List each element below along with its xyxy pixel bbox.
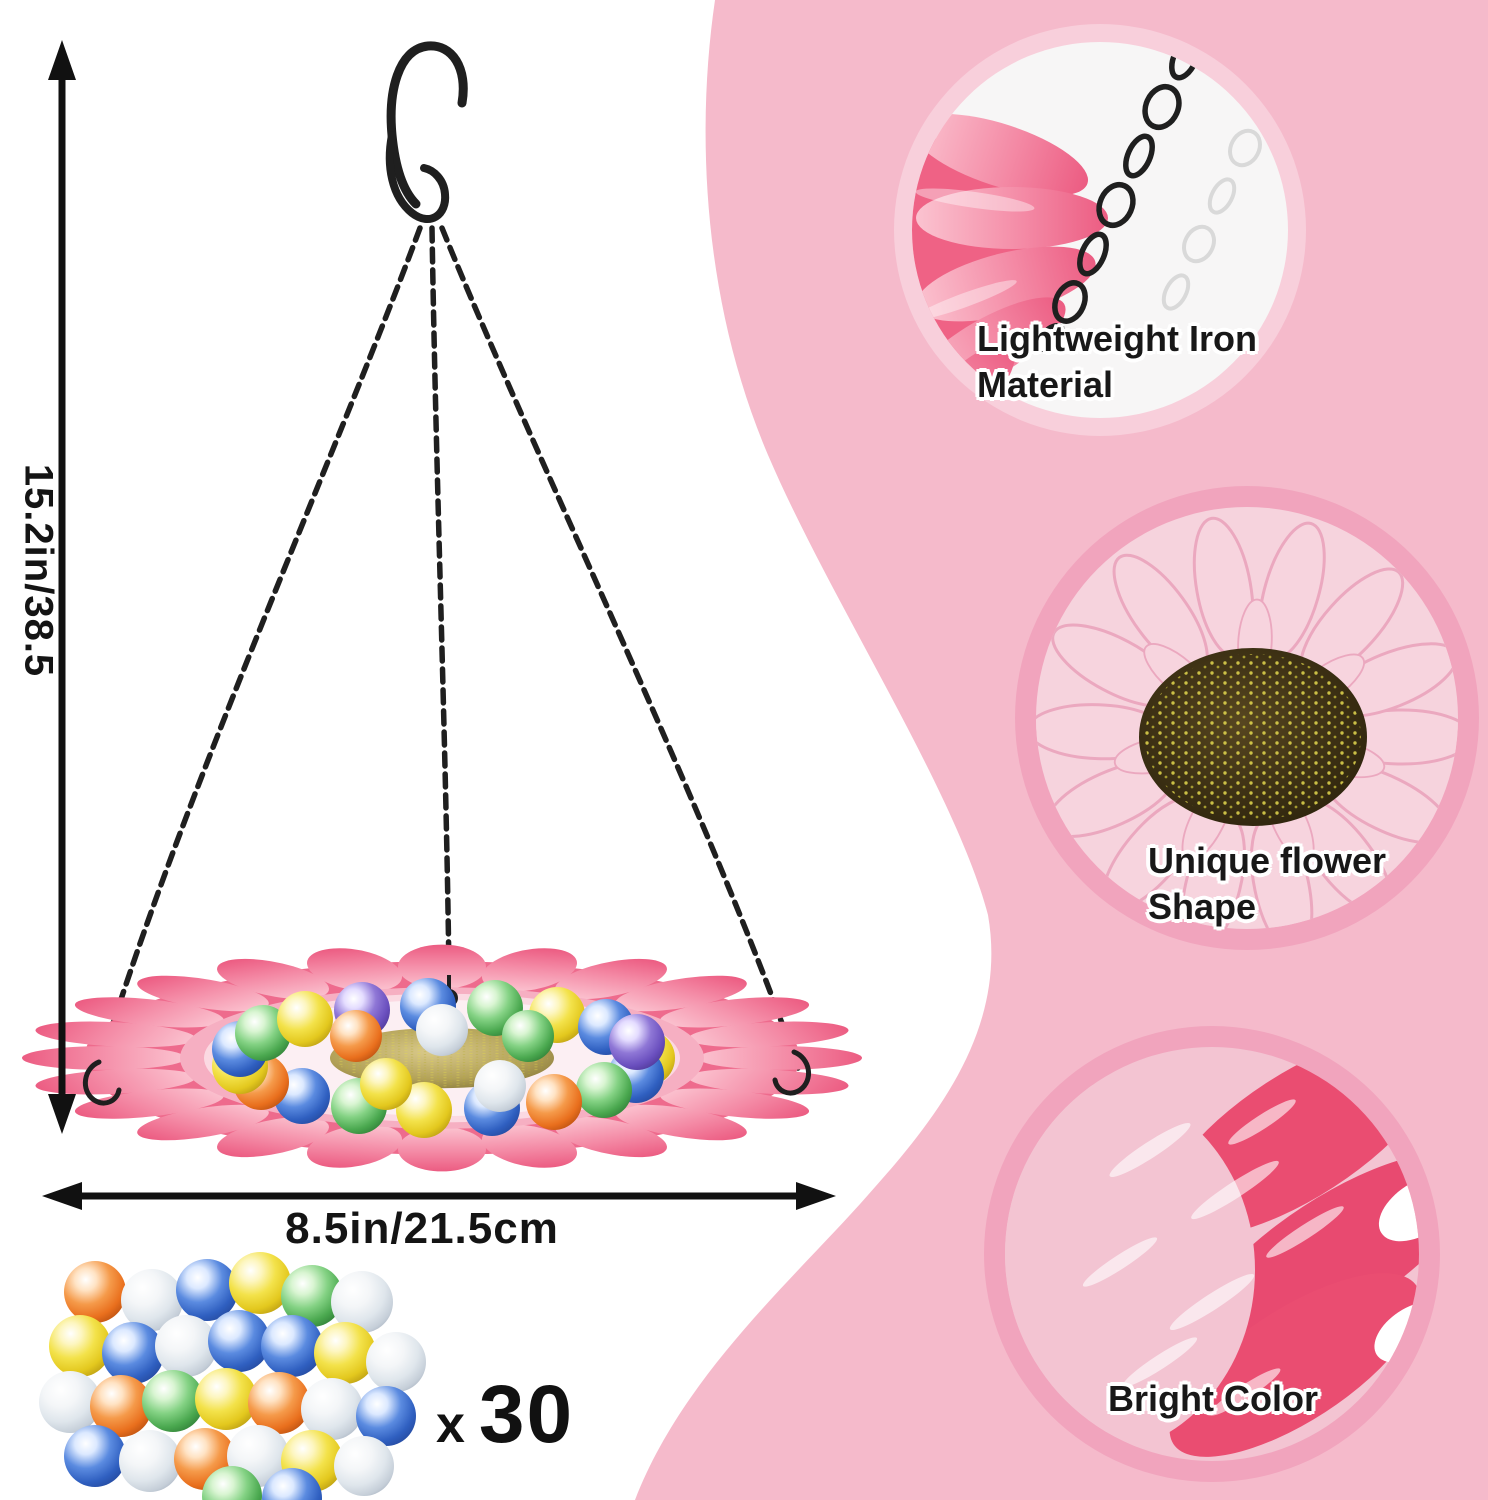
callout-photo-flower-center — [1036, 512, 1458, 929]
dimension-height-arrow — [48, 40, 76, 1134]
marble-count-value: 30 — [478, 1369, 575, 1460]
tray-attachment-hooks — [82, 1049, 811, 1106]
callout-label-line: Bright Color — [1108, 1378, 1318, 1419]
marble-ring — [212, 978, 675, 1138]
height-dimension-label: 15.2in/38.5 — [16, 463, 61, 678]
callout-circle-unique-flower — [1015, 486, 1479, 950]
marble-pile — [39, 1252, 426, 1500]
callout-label-line: Material — [977, 364, 1114, 406]
callout-label-unique-flower: Unique flower Shape — [1148, 838, 1386, 930]
chain-links-icon — [1037, 42, 1201, 353]
callout-label-line: Lightweight Iron — [977, 318, 1257, 359]
callout-label-line: Shape — [1148, 886, 1257, 928]
chain-left — [93, 225, 423, 1081]
callout-label-lightweight-iron: Lightweight Iron Material — [977, 316, 1257, 408]
width-dimension-label: 8.5in/21.5cm — [285, 1204, 559, 1253]
chain-right — [439, 225, 801, 1071]
marble-count-multiplier: x — [436, 1396, 465, 1454]
dimension-width-arrow — [42, 1182, 836, 1210]
callout-label-line: Unique flower — [1148, 840, 1387, 881]
callout-label-bright-color: Bright Color — [1108, 1376, 1318, 1422]
flower-tray — [22, 944, 862, 1172]
s-hook-icon — [385, 41, 468, 223]
chain-middle — [429, 225, 452, 978]
hanging-chains — [93, 225, 801, 1081]
marble-count: x 30 — [436, 1368, 574, 1462]
